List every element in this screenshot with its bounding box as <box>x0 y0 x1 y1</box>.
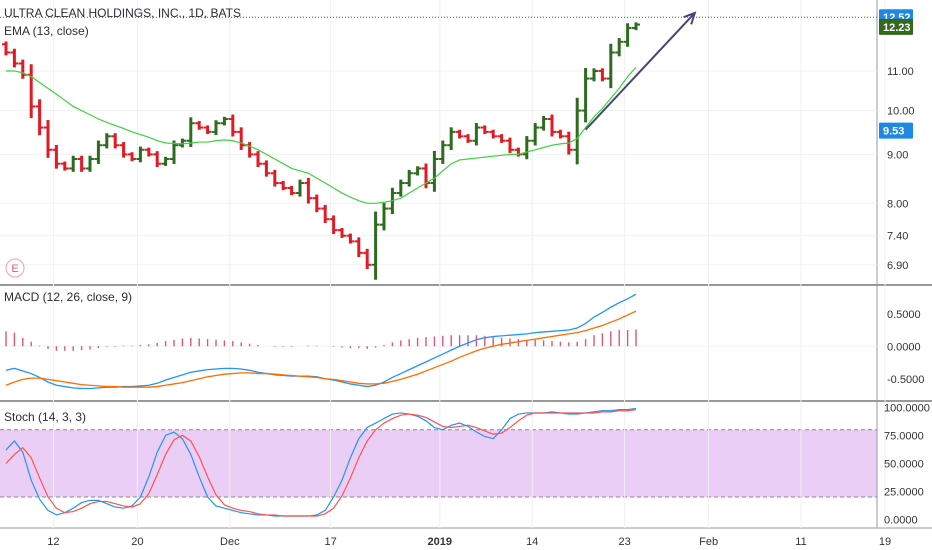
x-tick-label: 12 <box>47 536 59 548</box>
x-tick-label: 20 <box>131 536 143 548</box>
symbol-title[interactable]: ULTRA CLEAN HOLDINGS, INC., 1D, BATS <box>4 6 241 20</box>
macd-tick-label: 0.5000 <box>887 309 921 321</box>
x-tick-label: 17 <box>324 536 336 548</box>
price-axis: 11.00 10.00 9.00 8.00 7.40 6.90 0.5000 0.0000 -0… <box>884 66 930 526</box>
x-tick-label: Feb <box>699 536 718 548</box>
stoch-k-line <box>5 407 637 517</box>
ema-13-line <box>6 66 637 204</box>
ema-line <box>6 66 637 204</box>
x-tick-label: 11 <box>795 536 806 548</box>
price-badge <box>879 122 913 139</box>
x-tick-label: Dec <box>220 536 240 548</box>
ohlc-bars <box>2 22 640 280</box>
price-tick-label: 9.00 <box>887 149 908 161</box>
stoch-band <box>0 429 877 497</box>
x-tick-label: 14 <box>526 536 538 548</box>
price-badge <box>879 18 913 35</box>
stoch-tick-label: 25.0000 <box>884 486 924 498</box>
stoch-tick-label: 0.0000 <box>884 514 918 526</box>
price-tick-label: 10.00 <box>887 106 915 118</box>
stoch-legend[interactable]: Stoch (14, 3, 3) <box>4 410 87 424</box>
macd-tick-label: 0.0000 <box>887 341 921 353</box>
stoch-tick-label: 50.0000 <box>884 458 924 470</box>
price-badge-text: 9.53 <box>883 126 904 138</box>
macd-signal-line <box>5 310 637 388</box>
x-tick-label: 19 <box>879 536 891 548</box>
price-tick-label: 6.90 <box>887 260 908 272</box>
ema-legend[interactable]: EMA (13, close) <box>4 24 89 38</box>
price-badge-text: 12.23 <box>883 22 911 34</box>
stoch-d-line <box>5 409 637 517</box>
macd-tick-label: -0.5000 <box>887 374 924 386</box>
price-tick-label: 11.00 <box>887 66 914 78</box>
x-tick-label: 23 <box>618 536 630 548</box>
earnings-event-marker <box>5 258 25 278</box>
time-axis: 1220Dec1720191423Feb1119Mar <box>47 536 891 548</box>
stoch-tick-label: 100.0000 <box>884 402 930 414</box>
earnings-event-label[interactable]: E <box>11 263 18 275</box>
macd-pane <box>0 293 877 390</box>
trend-arrow-head <box>683 11 697 25</box>
stoch-tick-label: 75.0000 <box>884 430 924 442</box>
price-tick-label: 8.00 <box>887 198 908 210</box>
macd-legend[interactable]: MACD (12, 26, close, 9) <box>4 290 133 304</box>
x-tick-label: 2019 <box>428 536 452 548</box>
stoch-pane <box>5 407 637 517</box>
price-tick-label: 7.40 <box>887 231 908 243</box>
trend-arrow <box>584 12 696 131</box>
